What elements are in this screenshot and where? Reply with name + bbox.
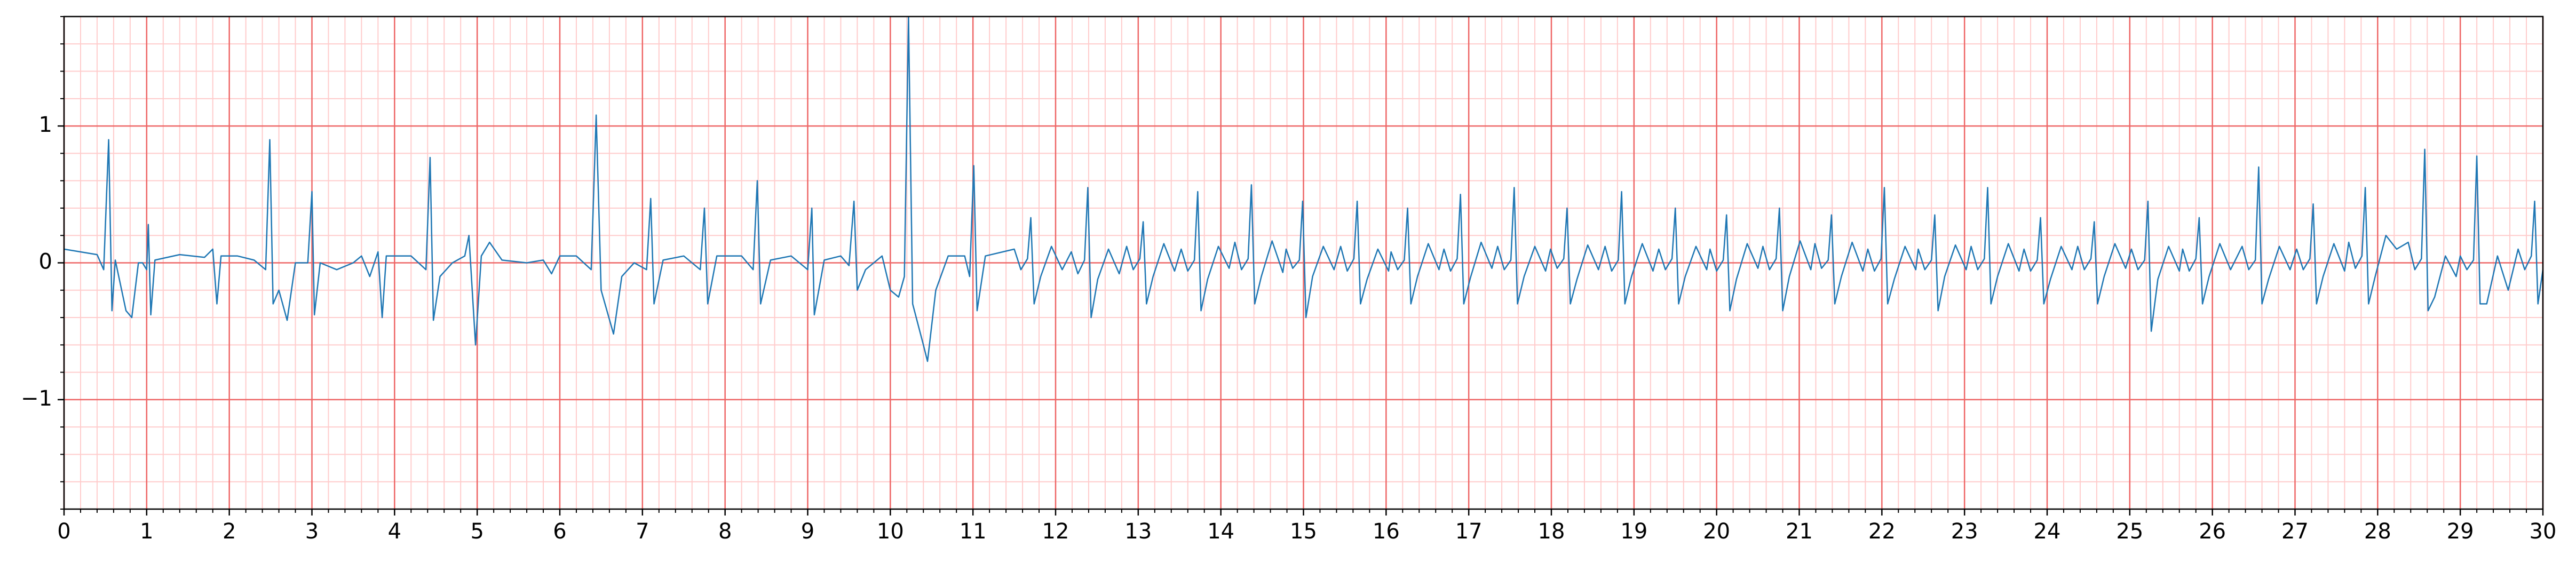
x-tick-label: 15 [1290, 519, 1317, 544]
x-tick-label: 7 [636, 519, 649, 544]
x-tick-label: 21 [1786, 519, 1813, 544]
x-tick-label: 23 [1951, 519, 1978, 544]
x-tick-label: 27 [2281, 519, 2309, 544]
x-tick-label: 2 [223, 519, 236, 544]
x-tick-label: 16 [1373, 519, 1400, 544]
x-tick-label: 8 [718, 519, 732, 544]
ecg-line [64, 17, 2543, 362]
x-tick-label: 18 [1538, 519, 1565, 544]
ticks: 0 1 2 3 4 5 6 7 8 9 10 11 12 13 14 15 16 17 18 19 20 21 22 23 24… [21, 16, 2557, 544]
y-tick-label: 0 [39, 250, 52, 274]
x-tick-label: 28 [2364, 519, 2391, 544]
x-tick-label: 1 [140, 519, 153, 544]
x-tick-label: 22 [1868, 519, 1896, 544]
y-tick-label: −1 [21, 386, 52, 411]
x-tick-label: 4 [388, 519, 401, 544]
x-tick-label: 13 [1124, 519, 1152, 544]
x-tick-label: 12 [1042, 519, 1069, 544]
x-tick-label: 9 [801, 519, 814, 544]
x-tick-label: 10 [877, 519, 904, 544]
x-tick-label: 20 [1703, 519, 1730, 544]
x-tick-label: 30 [2530, 519, 2557, 544]
x-tick-label: 24 [2034, 519, 2061, 544]
x-tick-label: 3 [305, 519, 319, 544]
x-tick-label: 17 [1455, 519, 1483, 544]
x-tick-label: 6 [553, 519, 566, 544]
x-tick-label: 11 [960, 519, 987, 544]
x-tick-label: 29 [2447, 519, 2474, 544]
x-tick-label: 5 [470, 519, 484, 544]
x-tick-label: 19 [1620, 519, 1647, 544]
x-tick-label: 14 [1207, 519, 1234, 544]
x-tick-label: 26 [2199, 519, 2226, 544]
x-tick-label: 0 [57, 519, 70, 544]
plot-area [64, 17, 2543, 362]
x-tick-label: 25 [2116, 519, 2143, 544]
y-tick-label: 1 [39, 113, 52, 137]
